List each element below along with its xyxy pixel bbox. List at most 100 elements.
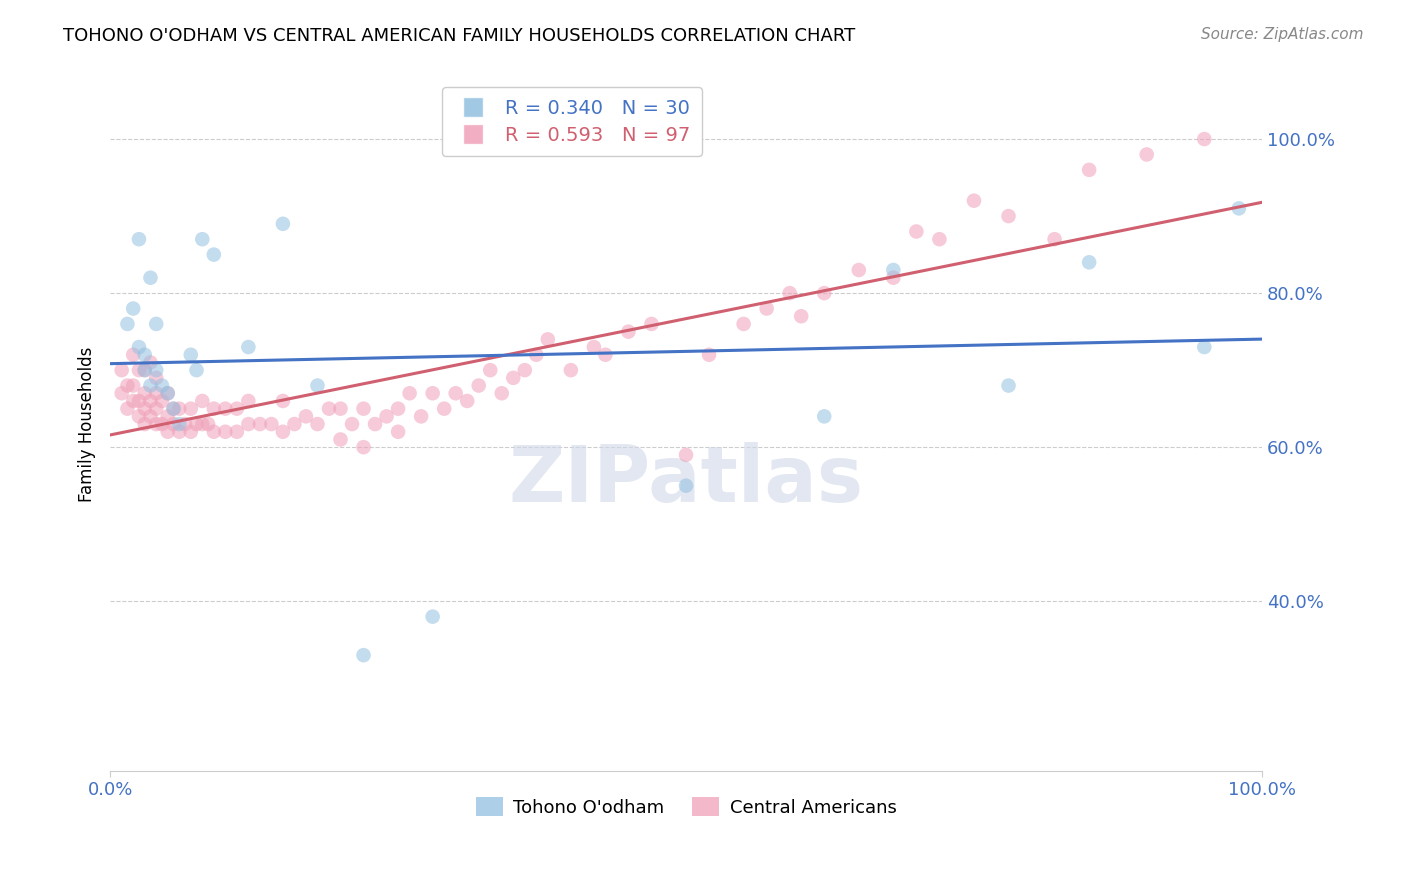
Point [186, 417, 208, 431]
Point [180, 348, 202, 362]
Point [1078, 255, 1101, 269]
Point [537, 332, 560, 346]
Point [249, 417, 271, 431]
Point [491, 386, 513, 401]
Point [444, 386, 467, 401]
Point [150, 394, 173, 409]
Point [134, 417, 156, 431]
Point [733, 317, 755, 331]
Point [139, 355, 162, 369]
Point [456, 394, 478, 409]
Point [197, 417, 219, 431]
Text: Source: ZipAtlas.com: Source: ZipAtlas.com [1201, 27, 1364, 42]
Point [479, 363, 502, 377]
Point [1078, 162, 1101, 177]
Point [174, 417, 197, 431]
Point [156, 425, 179, 439]
Point [640, 317, 662, 331]
Y-axis label: Family Households: Family Households [79, 346, 96, 502]
Point [997, 378, 1019, 392]
Point [398, 386, 420, 401]
Point [813, 409, 835, 424]
Point [271, 425, 294, 439]
Point [156, 409, 179, 424]
Point [139, 409, 162, 424]
Point [128, 340, 150, 354]
Point [595, 348, 617, 362]
Point [755, 301, 778, 316]
Point [150, 417, 173, 431]
Point [524, 348, 547, 362]
Point [122, 378, 145, 392]
Point [202, 247, 225, 261]
Point [225, 401, 247, 416]
Point [122, 394, 145, 409]
Point [162, 401, 184, 416]
Point [387, 425, 409, 439]
Point [134, 363, 156, 377]
Point [779, 286, 801, 301]
Point [675, 448, 697, 462]
Point [387, 401, 409, 416]
Point [238, 417, 260, 431]
Point [353, 648, 375, 662]
Point [963, 194, 986, 208]
Point [202, 425, 225, 439]
Point [848, 263, 870, 277]
Legend: Tohono O'odham, Central Americans: Tohono O'odham, Central Americans [468, 790, 904, 824]
Point [111, 386, 134, 401]
Point [905, 225, 928, 239]
Point [162, 401, 184, 416]
Point [139, 378, 162, 392]
Point [214, 401, 236, 416]
Point [283, 417, 305, 431]
Point [111, 363, 134, 377]
Point [467, 378, 489, 392]
Point [1136, 147, 1159, 161]
Point [422, 609, 444, 624]
Point [117, 317, 139, 331]
Point [145, 371, 167, 385]
Point [271, 394, 294, 409]
Point [122, 301, 145, 316]
Point [617, 325, 640, 339]
Point [191, 417, 214, 431]
Point [238, 394, 260, 409]
Point [145, 417, 167, 431]
Point [186, 363, 208, 377]
Point [318, 401, 340, 416]
Point [422, 386, 444, 401]
Point [238, 340, 260, 354]
Text: ZIPatlas: ZIPatlas [509, 442, 863, 517]
Point [162, 417, 184, 431]
Point [1194, 132, 1216, 146]
Point [180, 425, 202, 439]
Point [134, 348, 156, 362]
Point [340, 417, 363, 431]
Point [307, 417, 329, 431]
Point [882, 263, 904, 277]
Point [128, 232, 150, 246]
Point [1227, 202, 1250, 216]
Point [295, 409, 318, 424]
Point [260, 417, 283, 431]
Point [997, 209, 1019, 223]
Point [502, 371, 524, 385]
Point [411, 409, 433, 424]
Point [117, 401, 139, 416]
Point [582, 340, 605, 354]
Point [225, 425, 247, 439]
Point [139, 270, 162, 285]
Point [167, 401, 190, 416]
Point [139, 394, 162, 409]
Point [150, 378, 173, 392]
Point [813, 286, 835, 301]
Point [329, 401, 352, 416]
Point [353, 401, 375, 416]
Point [697, 348, 720, 362]
Point [928, 232, 950, 246]
Point [271, 217, 294, 231]
Point [167, 425, 190, 439]
Point [364, 417, 387, 431]
Point [156, 386, 179, 401]
